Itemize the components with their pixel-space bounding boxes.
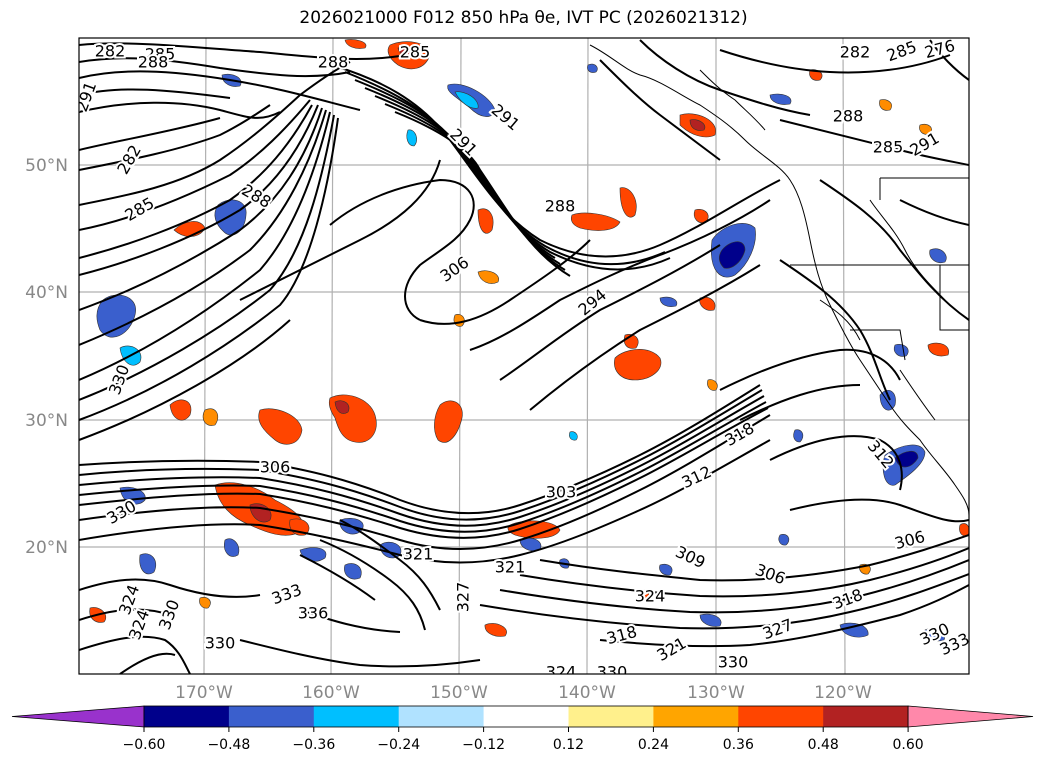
colorbar-segment (313, 706, 400, 727)
colorbar-segment (823, 706, 909, 727)
contour-label: 336 (298, 604, 329, 623)
contour-label: 321 (495, 558, 526, 577)
colorbar-segment (144, 706, 230, 727)
colorbar-tick-label: 0.48 (808, 737, 839, 753)
contour-label: 285 (400, 43, 431, 62)
lon-label-150w: 150°W (430, 683, 488, 703)
colorbar-tick-label: 0.60 (893, 737, 924, 753)
contour-label: 324 (635, 587, 666, 606)
lat-label-40n: 40°N (25, 283, 68, 303)
contour-label: 288 (545, 197, 576, 216)
colorbar-tick-label: −0.48 (207, 737, 250, 753)
contour-label: 324 (546, 663, 577, 682)
contour-label: 288 (833, 107, 864, 126)
contour-label: 306 (260, 458, 291, 477)
contour-label: 285 (873, 138, 904, 157)
colorbar-tick-label: 0.36 (723, 737, 754, 753)
contour-label: 285 (145, 45, 176, 64)
colorbar-segment (653, 706, 739, 727)
theta-e-contours (79, 39, 969, 674)
contour-label: 288 (138, 53, 169, 72)
colorbar-tick-label: −0.60 (123, 737, 166, 753)
lat-label-50n: 50°N (25, 156, 68, 176)
colorbar-segment (398, 706, 485, 727)
colorbar-tick-label: −0.12 (462, 737, 505, 753)
lon-label-160w: 160°W (302, 683, 360, 703)
latitude-axis: 50°N 40°N 30°N 20°N (25, 156, 68, 558)
contour-label: 330 (718, 653, 749, 672)
contour-label: 327 (454, 582, 473, 613)
map-title: 2026021000 F012 850 hPa θe, IVT PC (2026… (299, 8, 748, 28)
map-frame (78, 37, 970, 675)
colorbar-segments (11, 705, 1034, 728)
map-background (79, 38, 969, 674)
colorbar-segment (228, 706, 315, 727)
lat-label-20n: 20°N (25, 538, 68, 558)
colorbar-tick-label: −0.24 (377, 737, 420, 753)
contour-label: 330 (205, 634, 236, 653)
colorbar-extend-min (11, 705, 145, 728)
colorbar: −0.60 −0.48 −0.36 −0.24 −0.12 0.12 0.24 0.36 0.4… (11, 705, 1034, 753)
colorbar-segment (568, 706, 654, 727)
colorbar-tick-label: 0.24 (638, 737, 669, 753)
colorbar-tick-label: 0.12 (553, 737, 584, 753)
colorbar-tick-label: −0.36 (292, 737, 335, 753)
lon-label-140w: 140°W (558, 683, 616, 703)
colorbar-segment (738, 706, 824, 727)
colorbar-extend-max (907, 705, 1034, 728)
lon-label-170w: 170°W (175, 683, 233, 703)
contour-label: 303 (546, 483, 577, 502)
lon-label-120w: 120°W (814, 683, 872, 703)
contour-label: 321 (403, 545, 434, 564)
lat-label-30n: 30°N (25, 411, 68, 431)
colorbar-ticks (143, 727, 909, 732)
contour-label: 330 (597, 663, 628, 682)
contour-label: 282 (95, 42, 126, 61)
colorbar-tick-labels: −0.60 −0.48 −0.36 −0.24 −0.12 0.12 0.24 0.36 0.4… (123, 737, 924, 753)
contour-label: 288 (318, 53, 349, 72)
coastlines (589, 44, 969, 516)
colorbar-frame (143, 705, 909, 728)
longitude-axis: 170°W 160°W 150°W 140°W 130°W 120°W (175, 683, 872, 703)
lon-label-130w: 130°W (687, 683, 745, 703)
contour-label: 282 (840, 43, 871, 62)
colorbar-segment (483, 706, 569, 727)
